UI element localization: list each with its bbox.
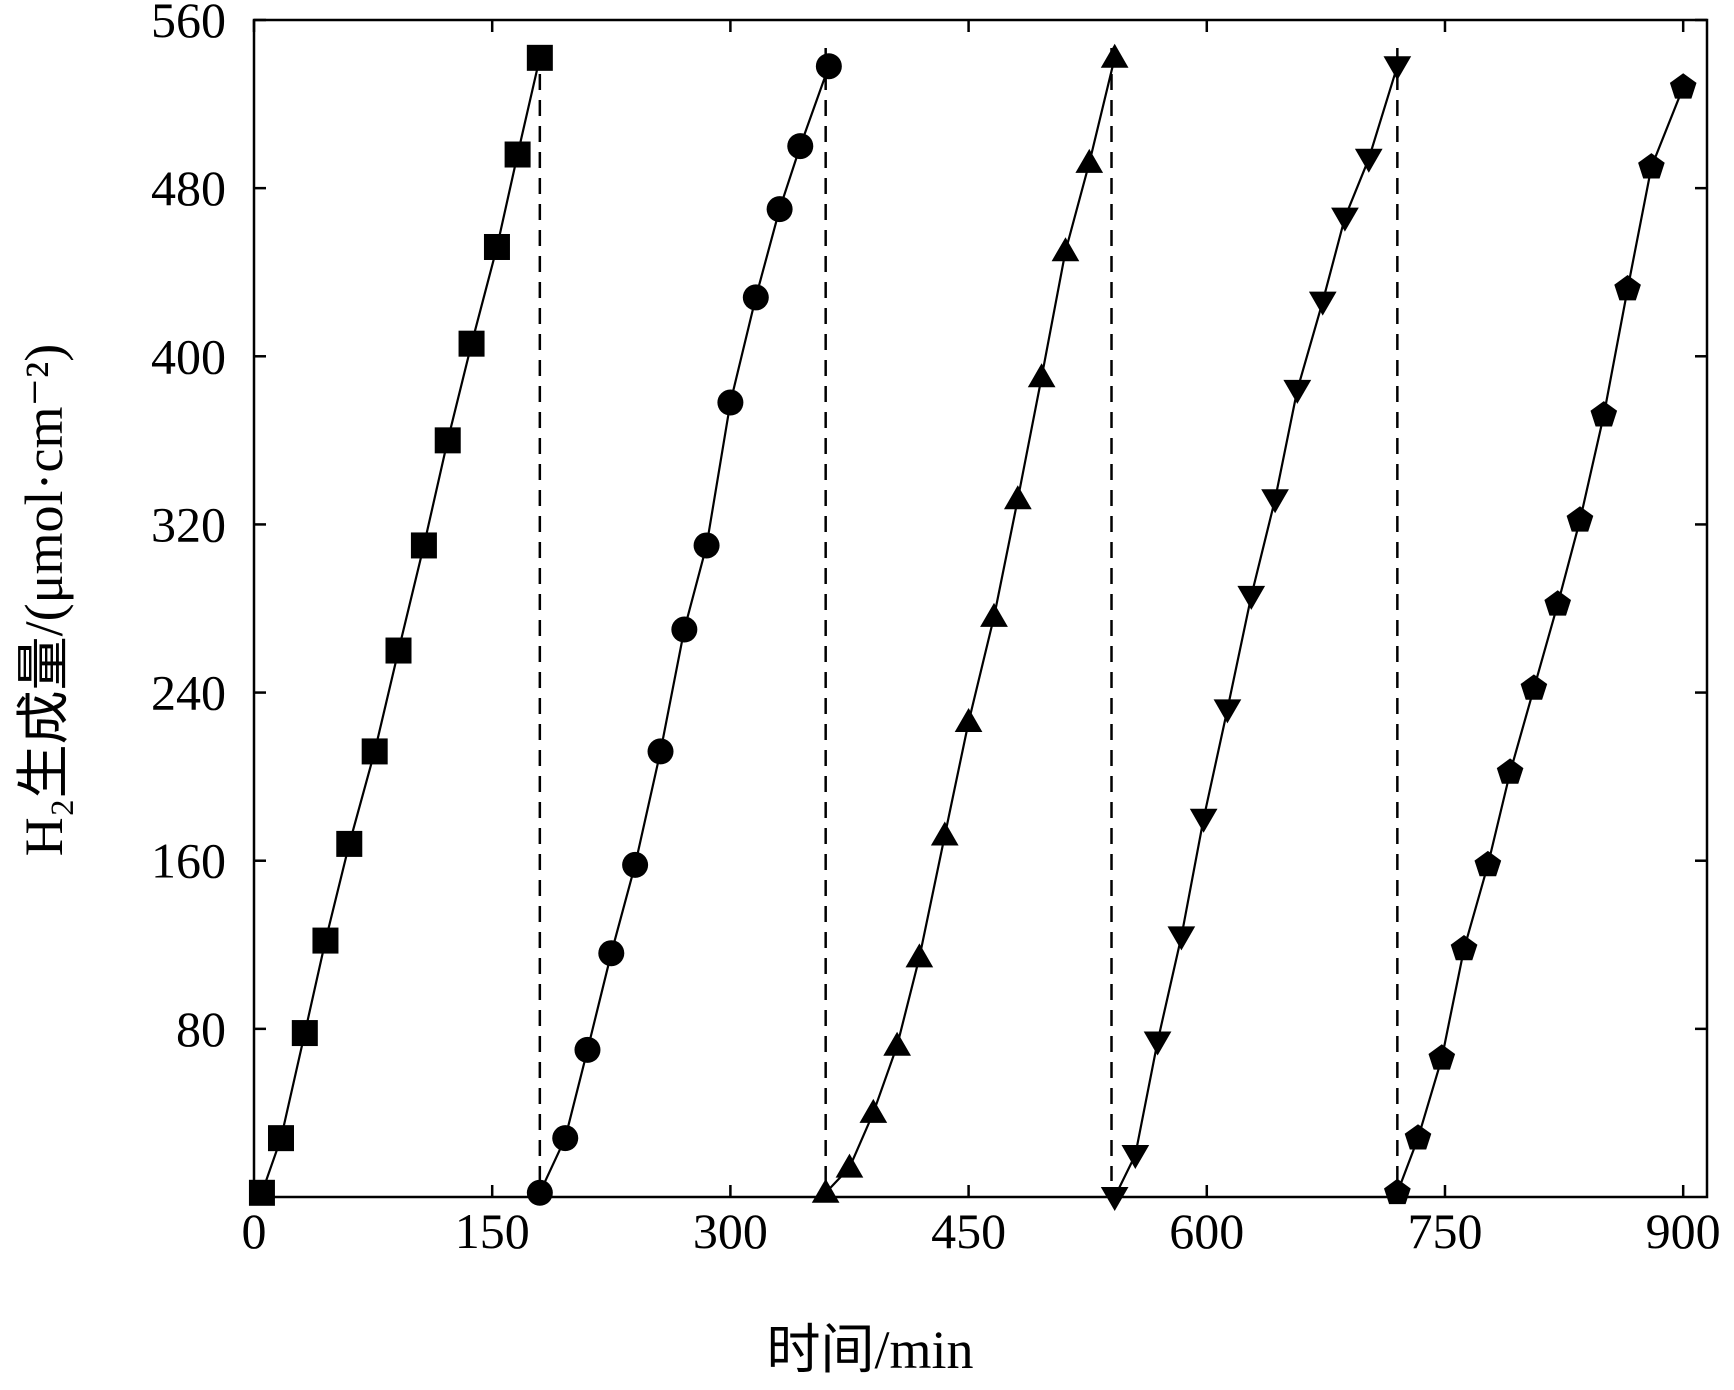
data-point-square bbox=[434, 427, 461, 454]
y-tick-label: 320 bbox=[151, 496, 226, 552]
data-point-triangle-down bbox=[1121, 1145, 1150, 1169]
data-point-circle bbox=[647, 738, 674, 765]
data-point-pentagon bbox=[1428, 1044, 1456, 1070]
y-axis-title: H₂生成量/(μmol·cm⁻²) bbox=[14, 344, 74, 856]
series-line-3 bbox=[824, 57, 1116, 1194]
data-point-pentagon bbox=[1384, 1178, 1411, 1205]
data-point-square bbox=[248, 1179, 275, 1206]
data-point-triangle-up bbox=[1075, 148, 1104, 173]
data-point-triangle-up bbox=[980, 602, 1008, 627]
data-point-circle bbox=[742, 284, 769, 311]
data-point-triangle-down bbox=[1189, 808, 1218, 833]
data-point-square bbox=[458, 330, 485, 357]
data-point-circle bbox=[671, 616, 698, 643]
x-tick-label: 900 bbox=[1646, 1203, 1721, 1259]
data-point-triangle-down bbox=[1261, 489, 1289, 514]
y-tick-label: 160 bbox=[151, 833, 226, 889]
y-tick-label: 400 bbox=[151, 328, 226, 384]
axis-ticks bbox=[252, 18, 1707, 1197]
data-point-pentagon bbox=[1590, 401, 1618, 427]
data-point-square bbox=[410, 532, 437, 559]
data-point-circle bbox=[787, 133, 814, 160]
data-point-triangle-up bbox=[835, 1153, 864, 1178]
data-point-circle bbox=[526, 1179, 553, 1206]
data-point-square bbox=[336, 830, 363, 857]
plot-frame bbox=[252, 18, 1709, 1199]
data-point-triangle-up bbox=[1027, 363, 1056, 388]
data-point-triangle-up bbox=[811, 1178, 840, 1203]
data-point-triangle-down bbox=[1383, 56, 1412, 81]
data-point-square bbox=[267, 1125, 294, 1152]
series-line-5 bbox=[1396, 86, 1685, 1194]
data-point-pentagon bbox=[1566, 506, 1594, 532]
y-tick-label: 240 bbox=[151, 665, 226, 721]
data-point-triangle-down bbox=[1143, 1031, 1172, 1056]
data-point-circle bbox=[693, 532, 720, 559]
data-point-triangle-down bbox=[1283, 379, 1312, 404]
data-point-triangle-down bbox=[1100, 1187, 1129, 1211]
data-point-triangle-down bbox=[1331, 207, 1359, 232]
x-axis-title: 时间/min bbox=[766, 1320, 973, 1380]
data-point-circle bbox=[717, 389, 744, 416]
data-point-triangle-up bbox=[930, 821, 959, 846]
data-point-triangle-down bbox=[1213, 699, 1242, 724]
data-point-pentagon bbox=[1404, 1124, 1432, 1150]
x-tick-label: 750 bbox=[1407, 1203, 1482, 1259]
data-point-circle bbox=[766, 196, 793, 223]
data-point-circle bbox=[574, 1036, 601, 1063]
data-point-triangle-up bbox=[883, 1031, 911, 1056]
data-point-square bbox=[385, 637, 412, 664]
x-tick-label: 300 bbox=[693, 1203, 768, 1259]
data-point-square bbox=[361, 738, 388, 765]
data-point-triangle-up bbox=[1100, 43, 1129, 68]
data-point-circle bbox=[622, 851, 649, 878]
data-point-pentagon bbox=[1520, 674, 1548, 700]
data-point-triangle-down bbox=[1167, 926, 1196, 951]
series-markers bbox=[248, 43, 1697, 1211]
x-tick-label: 0 bbox=[242, 1203, 267, 1259]
data-point-pentagon bbox=[1450, 935, 1478, 961]
y-tick-label: 80 bbox=[176, 1001, 226, 1057]
y-tick-label: 480 bbox=[151, 160, 226, 216]
data-point-triangle-down bbox=[1354, 148, 1383, 173]
data-point-circle bbox=[815, 53, 842, 80]
data-point-triangle-up bbox=[859, 1098, 888, 1123]
data-point-circle bbox=[552, 1125, 579, 1152]
data-point-triangle-up bbox=[1004, 485, 1032, 510]
x-tick-label: 600 bbox=[1169, 1203, 1244, 1259]
data-point-square bbox=[312, 927, 339, 954]
cycle-boundaries bbox=[538, 48, 1399, 1181]
data-point-triangle-down bbox=[1237, 585, 1266, 610]
y-tick-label: 560 bbox=[151, 0, 226, 48]
plot-border bbox=[252, 18, 1709, 1199]
data-point-pentagon bbox=[1669, 73, 1697, 99]
series-lines bbox=[260, 57, 1685, 1198]
x-tick-label: 150 bbox=[455, 1203, 530, 1259]
data-point-triangle-up bbox=[1051, 237, 1080, 262]
data-point-square bbox=[504, 141, 531, 168]
data-point-square bbox=[526, 44, 553, 71]
data-point-pentagon bbox=[1614, 275, 1641, 301]
data-point-square bbox=[291, 1020, 318, 1047]
data-point-pentagon bbox=[1544, 590, 1571, 616]
x-tick-label: 450 bbox=[931, 1203, 1006, 1259]
data-point-circle bbox=[598, 940, 625, 967]
tick-labels: 0 150 300 450 600 750 900 80 160 240 320 400 480 560 bbox=[151, 0, 1721, 1259]
data-point-pentagon bbox=[1638, 153, 1665, 179]
data-point-triangle-up bbox=[954, 708, 983, 732]
data-point-pentagon bbox=[1496, 758, 1524, 784]
data-point-triangle-up bbox=[905, 943, 934, 968]
data-point-triangle-down bbox=[1308, 291, 1337, 316]
series-line-4 bbox=[1113, 65, 1399, 1198]
data-point-square bbox=[483, 233, 510, 260]
data-point-pentagon bbox=[1474, 850, 1502, 877]
